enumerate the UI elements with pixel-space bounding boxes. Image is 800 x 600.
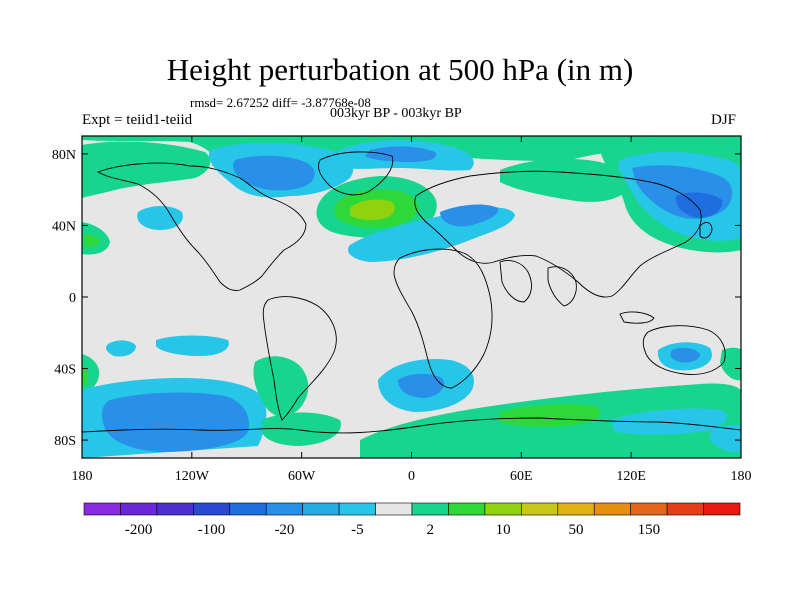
- colorbar-swatch: [302, 502, 340, 516]
- colorbar-swatch: [484, 502, 522, 516]
- lat-tick-label: 80N: [52, 148, 76, 163]
- contour-region: [670, 347, 700, 363]
- lon-tick-label: 60E: [510, 469, 533, 484]
- colorbar: [83, 502, 741, 516]
- longitude-axis: 180 120W 60W 0 60E 120E 180: [72, 136, 752, 484]
- colorbar-label: 50: [569, 522, 584, 538]
- colorbar-label: 2: [426, 522, 434, 538]
- contour-region: [710, 424, 741, 453]
- contour-region: [82, 354, 100, 396]
- colorbar-labels: -200 -100 -20 -5 2 10 50 150: [125, 522, 660, 538]
- lon-tick-label: 60W: [288, 469, 316, 484]
- colorbar-swatch: [521, 502, 559, 516]
- contour-region: [365, 146, 437, 162]
- colorbar-swatch: [193, 502, 231, 516]
- colorbar-swatch: [265, 502, 303, 516]
- colorbar-swatch: [630, 502, 668, 516]
- colorbar-swatch: [593, 502, 631, 516]
- contour-fields: [82, 136, 741, 458]
- lon-tick-label: 180: [72, 469, 93, 484]
- contour-region: [500, 404, 600, 427]
- colorbar-swatch: [448, 502, 486, 516]
- contour-region: [675, 192, 723, 218]
- contour-region: [84, 234, 100, 247]
- contour-region: [262, 412, 341, 446]
- colorbar-swatch: [83, 502, 121, 516]
- colorbar-label: -20: [274, 522, 294, 538]
- colorbar-swatch: [338, 502, 376, 516]
- contour-region: [106, 340, 136, 357]
- lon-tick-label: 120W: [175, 469, 210, 484]
- contour-region: [82, 366, 89, 386]
- colorbar-label: 150: [638, 522, 661, 538]
- coastlines: [82, 151, 741, 434]
- chart-title: Height perturbation at 500 hPa (in m): [166, 52, 634, 87]
- colorbar-label: -200: [125, 522, 153, 538]
- colorbar-swatch: [120, 502, 158, 516]
- contour-region: [232, 155, 315, 191]
- experiment-label: Expt = teiid1-teiid: [82, 112, 193, 128]
- lat-tick-label: 40N: [52, 219, 76, 234]
- contour-region: [440, 204, 499, 227]
- latitude-axis: 80N 40N 0 40S 80S: [52, 148, 741, 449]
- contour-region: [82, 141, 211, 198]
- lat-tick-label: 40S: [54, 363, 76, 378]
- colorbar-swatch: [156, 502, 194, 516]
- contour-region: [102, 392, 250, 452]
- lat-tick-label: 0: [69, 291, 76, 306]
- colorbar-swatch: [229, 502, 267, 516]
- colorbar-swatch: [411, 502, 449, 516]
- contour-region: [398, 373, 445, 398]
- lon-tick-label: 180: [731, 469, 752, 484]
- colorbar-label: -100: [198, 522, 226, 538]
- colorbar-swatch: [666, 502, 704, 516]
- colorbar-label: 10: [496, 522, 511, 538]
- lon-tick-label: 120E: [616, 469, 646, 484]
- contour-region: [610, 408, 727, 435]
- colorbar-swatch: [703, 502, 741, 516]
- colorbar-swatch: [557, 502, 595, 516]
- colorbar-label: -5: [351, 522, 364, 538]
- contour-region: [500, 158, 627, 202]
- contour-region: [137, 206, 183, 230]
- stats-line: rmsd= 2.67252 diff= -3.87768e-08: [190, 95, 371, 110]
- contour-region: [253, 356, 309, 417]
- lon-tick-label: 0: [408, 469, 415, 484]
- season-label: DJF: [711, 112, 737, 128]
- subtitle: 003kyr BP - 003kyr BP: [330, 106, 462, 121]
- contour-region: [156, 335, 229, 356]
- lat-tick-label: 80S: [54, 434, 76, 449]
- colorbar-swatch: [375, 502, 413, 516]
- contour-region: [350, 199, 395, 221]
